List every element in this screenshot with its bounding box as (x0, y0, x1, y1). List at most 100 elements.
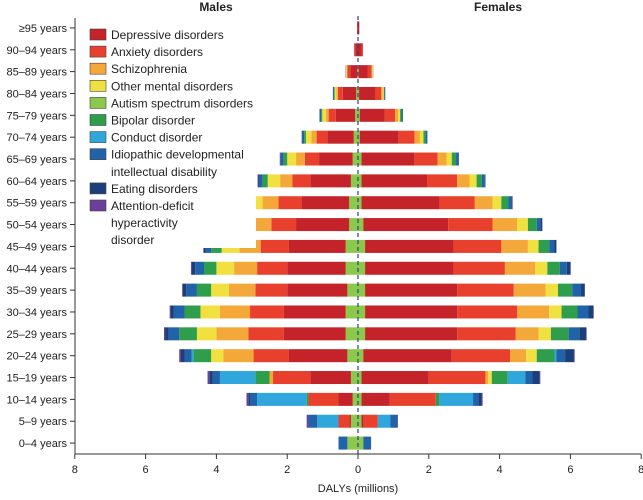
bar-autism-spectrum-disorders-1 (350, 414, 362, 428)
bar-female-schizophrenia-15 (395, 108, 399, 122)
bar-female-idiopathic-developmental-intellectual-disability-9 (549, 239, 555, 253)
bar-male-other-mental-disorders-7 (211, 283, 229, 297)
bar-male-depressive-disorders-11 (301, 196, 350, 210)
bar-autism-spectrum-disorders-12 (350, 174, 362, 188)
bar-female-eating-disorders-3 (532, 371, 540, 385)
bar-female-other-mental-disorders-9 (527, 239, 539, 253)
bar-male-other-mental-disorders-6 (200, 305, 220, 319)
y-tick-label: 35–39 years (6, 285, 67, 297)
y-tick-label: 55–59 years (6, 198, 67, 210)
bar-female-bipolar-disorder-7 (558, 283, 573, 297)
bar-male-depressive-disorders-15 (335, 108, 356, 122)
bar-female-idiopathic-developmental-intellectual-disability-1 (390, 414, 398, 428)
bar-male-other-mental-disorders-5 (196, 327, 217, 341)
bar-female-idiopathic-developmental-intellectual-disability-6 (577, 305, 589, 319)
bar-female-attention-deficit-hyperactivity-disorder-3 (539, 371, 541, 385)
bar-male-idiopathic-developmental-intellectual-disability-7 (186, 283, 197, 297)
bar-male-anxiety-disorders-7 (255, 283, 288, 297)
x-tick-label: 4 (213, 464, 219, 476)
bar-female-other-mental-disorders-8 (535, 261, 548, 275)
bar-female-idiopathic-developmental-intellectual-disability-14 (425, 130, 428, 144)
bar-male-schizophrenia-17 (346, 65, 348, 79)
bar-female-other-mental-disorders-10 (517, 218, 528, 232)
legend: Depressive disorders Anxiety disorders Sch… (84, 23, 256, 248)
bar-female-other-mental-disorders-16 (382, 86, 384, 100)
bar-male-other-mental-disorders-4 (211, 349, 224, 363)
bar-female-bipolar-disorder-10 (527, 218, 537, 232)
y-tick-label: ≥95 years (19, 23, 68, 35)
bar-male-anxiety-disorders-1 (338, 414, 350, 428)
bar-male-anxiety-disorders-17 (347, 65, 351, 79)
bar-female-other-mental-disorders-14 (419, 130, 424, 144)
bar-female-idiopathic-developmental-intellectual-disability-12 (481, 174, 485, 188)
bar-male-attention-deficit-hyperactivity-disorder-4 (179, 349, 181, 363)
legend-swatch-other-mental-disorders (89, 80, 107, 92)
bar-male-attention-deficit-hyperactivity-disorder-2 (246, 392, 249, 406)
y-tick-label: 20–24 years (6, 351, 67, 363)
y-tick-label: 80–84 years (6, 88, 67, 100)
bar-female-schizophrenia-14 (414, 130, 420, 144)
bar-male-other-mental-disorders-13 (287, 152, 297, 166)
bar-male-eating-disorders-8 (191, 261, 196, 275)
bar-autism-spectrum-disorders-17 (357, 65, 359, 79)
bar-female-schizophrenia-10 (492, 218, 518, 232)
bar-female-depressive-disorders-2 (361, 392, 390, 406)
bar-female-idiopathic-developmental-intellectual-disability-13 (456, 152, 459, 166)
bar-male-idiopathic-developmental-intellectual-disability-0 (338, 436, 348, 450)
legend-label: intellectual disability (111, 165, 217, 179)
bar-male-depressive-disorders-2 (338, 392, 353, 406)
bar-male-eating-disorders-3 (209, 371, 213, 385)
bar-female-anxiety-disorders-12 (427, 174, 458, 188)
x-tick-group: 8 6 4 2 0 2 4 6 8 (72, 454, 643, 476)
legend-swatch-depressive-disorders (89, 28, 107, 41)
bar-female-other-mental-disorders-3 (488, 371, 492, 385)
bar-female-schizophrenia-3 (485, 371, 489, 385)
bar-male-depressive-disorders-17 (350, 65, 358, 79)
bar-female-depressive-disorders-14 (359, 130, 399, 144)
legend-swatch-autism-spectrum-disorders (89, 97, 107, 109)
bar-autism-spectrum-disorders-0 (347, 436, 364, 450)
bar-female-schizophrenia-9 (501, 239, 528, 253)
x-tick-label: 2 (426, 464, 432, 476)
bar-male-depressive-disorders-18 (355, 43, 358, 57)
bar-female-other-mental-disorders-5 (538, 327, 551, 341)
bar-female-schizophrenia-8 (504, 261, 535, 275)
bar-male-depressive-disorders-1 (349, 414, 351, 428)
bar-male-bipolar-disorder-12 (262, 174, 268, 188)
legend-label: Anxiety disorders (111, 45, 203, 59)
legend-swatch-bipolar-disorder (89, 114, 107, 126)
legend-label: Idiopathic developmental (111, 148, 244, 162)
legend-swatch-attention-deficit-hyperactivity-disorder (89, 199, 107, 212)
bar-male-bipolar-disorder-16 (333, 86, 335, 100)
bar-male-anxiety-disorders-8 (257, 261, 288, 275)
y-tick-label: 15–19 years (6, 373, 67, 385)
bar-male-attention-deficit-hyperactivity-disorder-6 (169, 305, 171, 319)
legend-swatch-eating-disorders (89, 182, 107, 195)
legend-swatch-idiopathic-developmental-intellectual-disability (89, 148, 107, 160)
bar-autism-spectrum-disorders-10 (349, 218, 364, 232)
bar-female-attention-deficit-hyperactivity-disorder-1 (397, 414, 399, 428)
bar-female-eating-disorders-11 (511, 196, 513, 210)
bar-female-bipolar-disorder-5 (550, 327, 569, 341)
y-tick-label: 85–89 years (6, 67, 67, 79)
bar-female-eating-disorders-12 (484, 174, 486, 188)
bar-female-anxiety-disorders-18 (361, 43, 363, 57)
bar-autism-spectrum-disorders-8 (345, 261, 366, 275)
bar-male-depressive-disorders-3 (310, 371, 351, 385)
bar-male-schizophrenia-6 (219, 305, 251, 319)
bar-autism-spectrum-disorders-11 (349, 196, 362, 210)
bar-female-schizophrenia-5 (515, 327, 539, 341)
bar-male-conduct-disorder-4 (191, 349, 194, 363)
legend-label: Autism spectrum disorders (111, 96, 253, 110)
bar-female-idiopathic-developmental-intellectual-disability-10 (536, 218, 541, 232)
y-tick-label: 45–49 years (6, 241, 67, 253)
bar-female-other-mental-disorders-17 (372, 65, 373, 79)
bar-female-anxiety-disorders-5 (457, 327, 516, 341)
bar-male-anxiety-disorders-10 (271, 218, 297, 232)
bar-autism-spectrum-disorders-14 (353, 130, 360, 144)
bar-female-schizophrenia-17 (371, 65, 373, 79)
bar-female-schizophrenia-12 (457, 174, 470, 188)
bar-male-anxiety-disorders-6 (250, 305, 284, 319)
bar-female-depressive-disorders-1 (361, 414, 364, 428)
bar-male-depressive-disorders-6 (283, 305, 346, 319)
